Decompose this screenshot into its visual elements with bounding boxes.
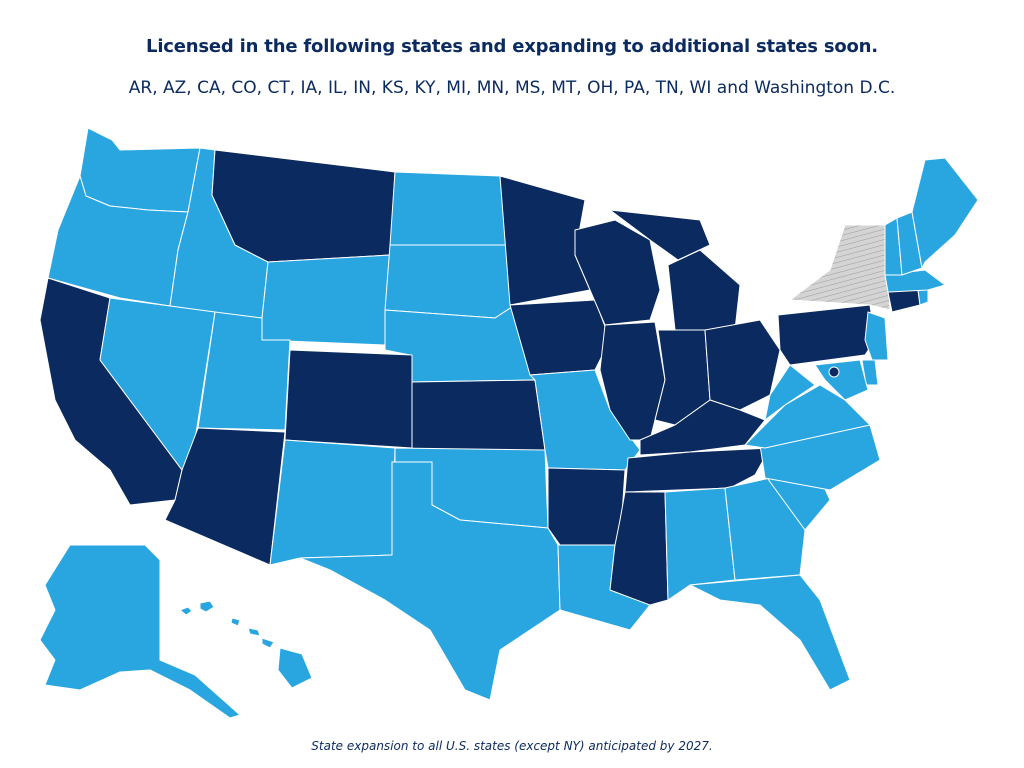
state-az xyxy=(164,427,286,566)
state-md xyxy=(814,359,869,401)
expansion-footnote: State expansion to all U.S. states (exce… xyxy=(311,739,713,753)
state-ga xyxy=(724,477,806,581)
state-wv xyxy=(764,364,816,421)
licensed-states-list: AR, AZ, CA, CO, CT, IA, IL, IN, KS, KY, … xyxy=(128,78,896,98)
state-oh xyxy=(704,319,781,411)
state-ks xyxy=(411,379,546,451)
state-wy xyxy=(261,254,391,346)
state-ct xyxy=(887,289,921,313)
state-sd xyxy=(384,244,516,319)
state-ny xyxy=(789,224,891,311)
state-co xyxy=(284,349,413,449)
state-nm xyxy=(269,439,396,566)
state-wi xyxy=(574,219,661,326)
state-ri xyxy=(917,289,929,306)
state-nd xyxy=(389,171,511,246)
state-hi xyxy=(179,600,313,689)
state-mt xyxy=(211,149,396,263)
state-wa xyxy=(79,127,201,213)
state-tx xyxy=(299,461,561,701)
state-nj xyxy=(864,311,889,361)
state-ak xyxy=(39,544,241,719)
state-ar xyxy=(547,467,626,546)
state-pa xyxy=(777,304,876,366)
map-title: Licensed in the following states and exp… xyxy=(146,36,878,57)
state-dc xyxy=(828,366,840,378)
state-me xyxy=(911,157,979,269)
state-fl xyxy=(689,574,851,691)
